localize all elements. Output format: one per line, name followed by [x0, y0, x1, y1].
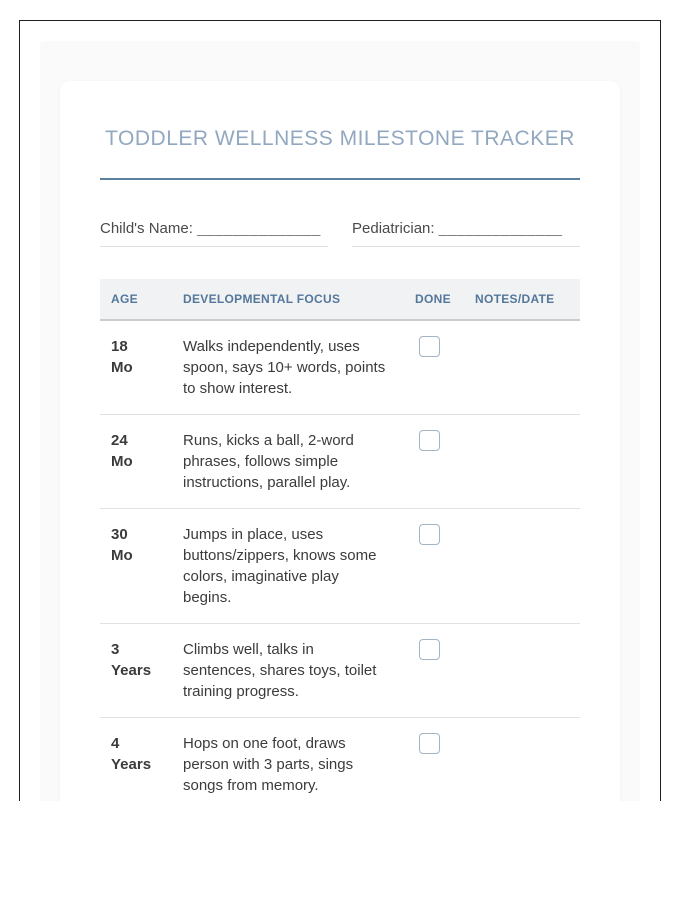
done-checkbox[interactable] [419, 430, 440, 451]
child-name-blank: ______________ [197, 220, 321, 237]
focus-text: Hops on one foot, draws person with 3 pa… [183, 735, 354, 794]
title-divider [100, 178, 580, 180]
age-cell: 30 Mo [100, 508, 172, 624]
done-cell [404, 717, 464, 801]
age-cell: 24 Mo [100, 414, 172, 509]
done-checkbox[interactable] [419, 733, 440, 754]
done-checkbox[interactable] [419, 524, 440, 545]
notes-cell [464, 508, 580, 624]
focus-text: Runs, kicks a ball, 2-word phrases, foll… [183, 432, 354, 491]
table-row: 18 Mo Walks independently, uses spoon, s… [100, 320, 580, 415]
pediatrician-label: Pediatrician: [352, 220, 435, 237]
focus-text: Walks independently, uses spoon, says 10… [183, 338, 386, 397]
age-unit: Mo [111, 359, 133, 376]
focus-cell: Hops on one foot, draws person with 3 pa… [172, 717, 404, 801]
done-checkbox[interactable] [419, 336, 440, 357]
done-checkbox[interactable] [419, 639, 440, 660]
focus-text: Climbs well, talks in sentences, shares … [183, 641, 377, 700]
header-age: AGE [100, 279, 172, 321]
focus-cell: Runs, kicks a ball, 2-word phrases, foll… [172, 414, 404, 509]
document-frame: TODDLER WELLNESS MILESTONE TRACKER Child… [19, 20, 661, 801]
done-cell [404, 414, 464, 509]
pediatrician-blank: ______________ [438, 220, 563, 237]
header-notes: NOTES/DATE [464, 279, 580, 321]
done-cell [404, 508, 464, 624]
focus-cell: Walks independently, uses spoon, says 10… [172, 320, 404, 415]
child-name-field: Child's Name: ______________ [100, 220, 328, 247]
age-unit: Mo [111, 547, 133, 564]
tracker-card: TODDLER WELLNESS MILESTONE TRACKER Child… [60, 81, 620, 801]
done-cell [404, 623, 464, 718]
focus-cell: Climbs well, talks in sentences, shares … [172, 623, 404, 718]
age-unit: Years [111, 756, 152, 773]
milestone-table: AGE DEVELOPMENTAL FOCUS DONE NOTES/DATE … [100, 279, 580, 801]
notes-cell [464, 414, 580, 509]
notes-cell [464, 717, 580, 801]
page-background: TODDLER WELLNESS MILESTONE TRACKER Child… [40, 41, 640, 801]
age-value: 30 [111, 526, 128, 543]
age-value: 3 [111, 641, 120, 658]
info-fields: Child's Name: ______________ Pediatricia… [100, 220, 580, 247]
age-value: 24 [111, 432, 128, 449]
age-cell: 18 Mo [100, 320, 172, 415]
page-title: TODDLER WELLNESS MILESTONE TRACKER [105, 127, 575, 150]
pediatrician-field: Pediatrician: ______________ [352, 220, 580, 247]
age-unit: Mo [111, 453, 133, 470]
age-value: 4 [111, 735, 120, 752]
age-cell: 4 Years [100, 717, 172, 801]
notes-cell [464, 623, 580, 718]
table-header: AGE DEVELOPMENTAL FOCUS DONE NOTES/DATE [100, 279, 580, 321]
notes-cell [464, 320, 580, 415]
table-row: 4 Years Hops on one foot, draws person w… [100, 717, 580, 801]
child-name-label: Child's Name: [100, 220, 193, 237]
focus-text: Jumps in place, uses buttons/zippers, kn… [183, 526, 377, 606]
age-value: 18 [111, 338, 128, 355]
table-row: 30 Mo Jumps in place, uses buttons/zippe… [100, 508, 580, 624]
done-cell [404, 320, 464, 415]
header-done: DONE [404, 279, 464, 321]
age-cell: 3 Years [100, 623, 172, 718]
table-row: 3 Years Climbs well, talks in sentences,… [100, 623, 580, 718]
focus-cell: Jumps in place, uses buttons/zippers, kn… [172, 508, 404, 624]
age-unit: Years [111, 662, 152, 679]
header-focus: DEVELOPMENTAL FOCUS [172, 279, 404, 321]
table-row: 24 Mo Runs, kicks a ball, 2-word phrases… [100, 414, 580, 509]
